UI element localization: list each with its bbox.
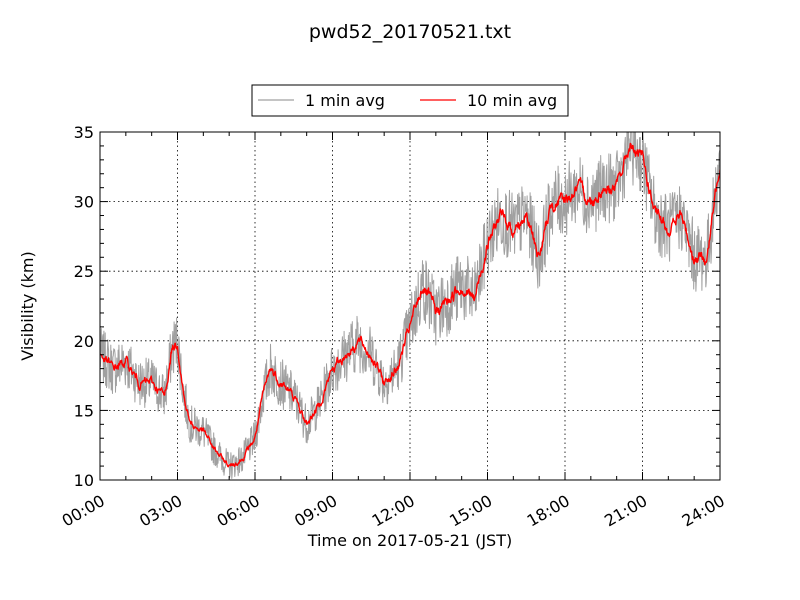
x-axis-label: Time on 2017-05-21 (JST) (307, 531, 512, 550)
y-tick-label: 10 (74, 471, 94, 490)
x-tick-label: 24:00 (679, 491, 728, 531)
series-line-1min-avg (100, 132, 720, 479)
y-tick-label: 25 (74, 262, 94, 281)
y-tick-label: 20 (74, 332, 94, 351)
y-tick-label: 15 (74, 401, 94, 420)
y-tick-label: 30 (74, 193, 94, 212)
legend-label-1min: 1 min avg (305, 91, 385, 110)
legend-box (251, 84, 569, 117)
x-tick-label: 18:00 (524, 491, 573, 531)
x-tick-label: 12:00 (369, 491, 418, 531)
y-tick-label: 35 (74, 123, 94, 142)
x-tick-label: 03:00 (136, 491, 185, 531)
y-axis-label: Visibility (km) (18, 251, 37, 360)
ticks (99, 131, 721, 481)
chart-title: pwd52_20170521.txt (309, 21, 511, 43)
legend-label-10min: 10 min avg (467, 91, 557, 110)
series-layer (100, 132, 720, 479)
x-tick-labels: 00:00 03:00 06:00 09:00 12:00 15:00 18:00 21:00… (59, 491, 728, 531)
y-tick-labels: 10 15 20 25 30 35 (74, 123, 94, 490)
x-tick-label: 15:00 (446, 491, 495, 531)
legend: 1 min avg 10 min avg (251, 84, 569, 117)
x-tick-label: 00:00 (59, 491, 108, 531)
x-tick-label: 09:00 (291, 491, 340, 531)
x-tick-label: 21:00 (601, 491, 650, 531)
series-line-10min-avg (100, 142, 720, 468)
x-tick-label: 06:00 (214, 491, 263, 531)
